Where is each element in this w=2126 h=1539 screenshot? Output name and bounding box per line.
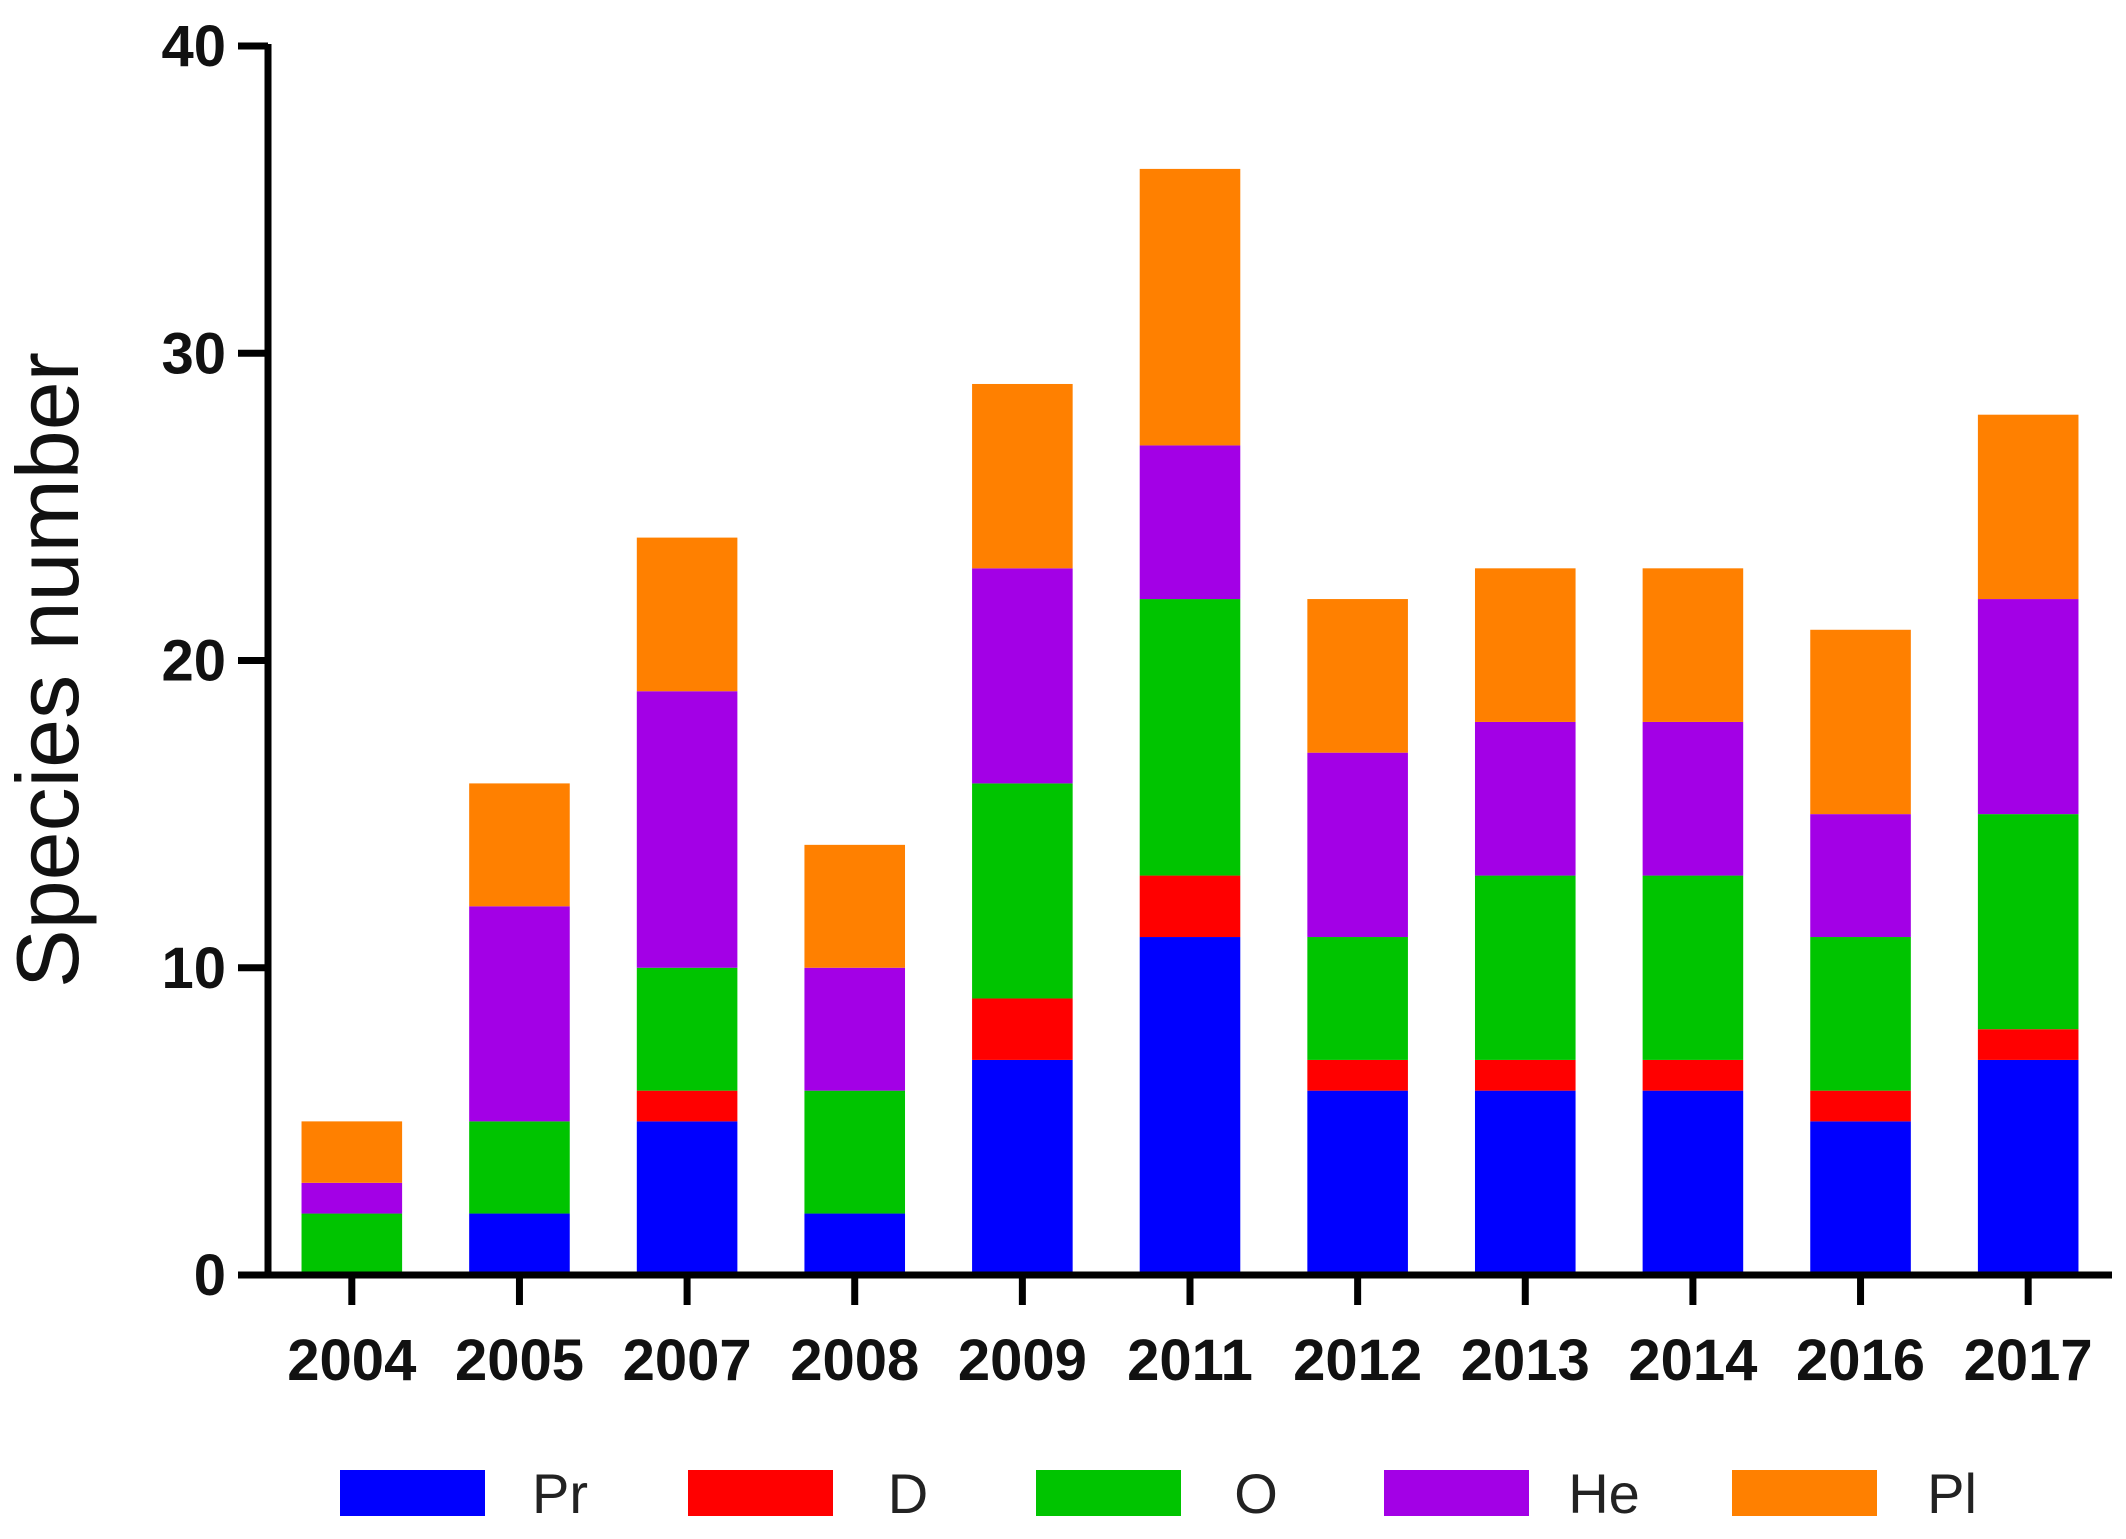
x-tick-label: 2011 <box>1127 1328 1253 1393</box>
x-tick-label: 2013 <box>1461 1328 1590 1393</box>
bar-2007-pr <box>636 1121 738 1275</box>
x-tick-label: 2008 <box>790 1328 919 1393</box>
legend-label-pr: Pr <box>532 1462 588 1525</box>
legend-label-he: He <box>1568 1462 1640 1525</box>
bar-2016-pl <box>1810 629 1911 815</box>
bar-2011-pr <box>1139 937 1241 1275</box>
bar-2009-d <box>972 998 1073 1060</box>
legend-label-d: D <box>888 1462 928 1525</box>
bar-2014-d <box>1642 1059 1744 1091</box>
bar-2008-he <box>804 967 906 1091</box>
bar-2007-he <box>636 691 738 968</box>
bar-2013-pl <box>1474 568 1576 722</box>
bar-2016-pr <box>1810 1121 1911 1275</box>
bar-2013-pr <box>1474 1090 1576 1275</box>
x-tick-label: 2014 <box>1628 1328 1757 1393</box>
bar-2007-pl <box>636 537 738 692</box>
x-tick-label: 2004 <box>287 1328 416 1393</box>
bar-2017-d <box>1977 1029 2079 1060</box>
y-ticks-group: 0 10 20 30 40 <box>161 14 268 1308</box>
bar-2009-pr <box>972 1059 1073 1275</box>
bar-2014-o <box>1642 875 1744 1060</box>
bar-2014-pr <box>1642 1090 1744 1275</box>
x-tick-label: 2012 <box>1293 1328 1422 1393</box>
bar-2017-o <box>1977 814 2079 1030</box>
x-tick-label: 2007 <box>623 1328 752 1393</box>
bar-2011-he <box>1139 445 1241 600</box>
y-tick-label: 0 <box>194 1243 226 1308</box>
bar-2017-he <box>1977 599 2079 815</box>
bar-2013-he <box>1474 721 1576 876</box>
legend-swatch-pr <box>340 1470 485 1516</box>
bar-2012-he <box>1307 752 1408 938</box>
legend-swatch-d <box>688 1470 833 1516</box>
bar-2016-he <box>1810 814 1911 938</box>
legend-swatch-he <box>1384 1470 1529 1516</box>
bar-2007-o <box>636 967 738 1091</box>
y-tick-label: 30 <box>161 321 226 386</box>
bar-2012-pl <box>1307 599 1408 753</box>
x-tick-label: 2017 <box>1964 1328 2093 1393</box>
bar-2008-pr <box>804 1213 906 1275</box>
bar-2016-d <box>1810 1090 1911 1122</box>
legend-label-o: O <box>1234 1462 1278 1525</box>
x-tick-label: 2016 <box>1796 1328 1925 1393</box>
bar-2004-pl <box>301 1121 403 1183</box>
bar-2005-o <box>469 1121 570 1214</box>
bar-2013-o <box>1474 875 1576 1060</box>
x-ticks-group: 2004 2005 2007 2008 2009 2011 2012 2013 2014 2016… <box>287 1275 2093 1393</box>
legend: Pr D O He Pl <box>340 1462 1977 1525</box>
bars-group <box>301 168 2079 1275</box>
legend-label-pl: Pl <box>1927 1462 1977 1525</box>
bar-2004-he <box>301 1182 403 1214</box>
bar-2011-pl <box>1139 168 1241 446</box>
bar-2017-pr <box>1977 1059 2079 1275</box>
bar-2011-o <box>1139 599 1241 876</box>
legend-swatch-pl <box>1732 1470 1877 1516</box>
bar-2009-o <box>972 783 1073 999</box>
bar-2009-he <box>972 568 1073 784</box>
bar-2017-pl <box>1977 414 2079 600</box>
bar-2013-d <box>1474 1059 1576 1091</box>
bar-2009-pl <box>972 383 1073 569</box>
bar-2016-o <box>1810 937 1911 1091</box>
y-tick-label: 40 <box>161 14 226 79</box>
bar-2012-pr <box>1307 1090 1408 1275</box>
bar-2014-pl <box>1642 568 1744 722</box>
bar-2008-o <box>804 1090 906 1214</box>
bar-2012-o <box>1307 937 1408 1060</box>
y-tick-label: 20 <box>161 629 226 694</box>
legend-swatch-o <box>1036 1470 1181 1516</box>
bar-2005-he <box>469 906 570 1122</box>
bar-2012-d <box>1307 1059 1408 1091</box>
bar-2014-he <box>1642 721 1744 876</box>
y-tick-label: 10 <box>161 936 226 1001</box>
y-axis-label: Species number <box>0 352 97 988</box>
bar-2004-o <box>301 1213 403 1275</box>
bar-2008-pl <box>804 844 906 968</box>
x-tick-label: 2005 <box>455 1328 584 1393</box>
bar-2011-d <box>1139 875 1241 938</box>
x-tick-label: 2009 <box>958 1328 1087 1393</box>
bar-2007-d <box>636 1090 738 1122</box>
bar-2005-pl <box>469 783 570 907</box>
bar-2005-pr <box>469 1213 570 1275</box>
